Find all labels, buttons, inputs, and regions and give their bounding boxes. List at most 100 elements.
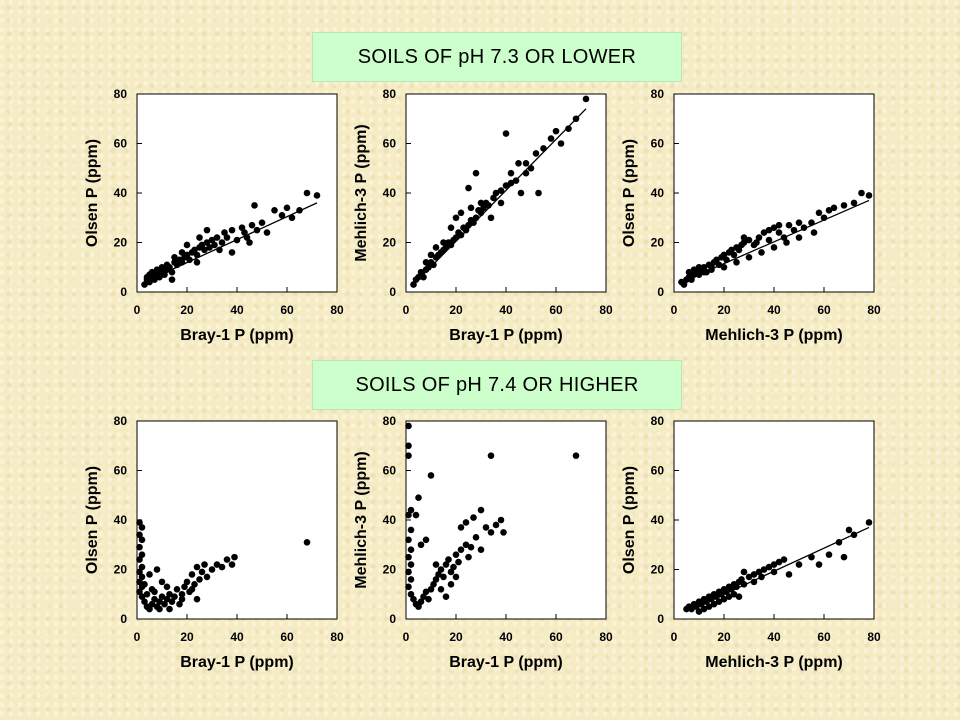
data-point [760, 229, 768, 236]
data-point [141, 581, 148, 588]
data-point [191, 581, 198, 588]
x-axis-label: Mehlich-3 P (ppm) [705, 327, 843, 344]
data-point [153, 266, 161, 274]
x-axis-label: Bray-1 P (ppm) [449, 327, 563, 344]
x-tick-label: 60 [280, 630, 294, 644]
data-point [211, 241, 218, 249]
data-point [198, 241, 206, 249]
data-point [725, 593, 733, 601]
data-point [412, 511, 420, 519]
data-point [430, 581, 437, 588]
data-point [552, 127, 560, 135]
data-point [228, 561, 236, 568]
data-point [445, 556, 452, 563]
data-point [740, 568, 748, 576]
data-point [191, 246, 198, 254]
data-point [173, 586, 181, 593]
data-point [695, 263, 703, 271]
y-tick-label: 80 [383, 87, 397, 101]
data-point [258, 219, 266, 226]
data-point [480, 204, 487, 212]
data-point [540, 145, 547, 152]
data-point [452, 573, 460, 581]
data-point [415, 603, 422, 610]
y-tick-label: 60 [383, 137, 397, 151]
x-tick-label: 80 [599, 303, 613, 317]
data-point [745, 573, 753, 581]
y-axis-label: Mehlich-3 P (ppm) [353, 451, 370, 589]
y-tick-label: 20 [383, 236, 397, 250]
data-point [437, 566, 445, 573]
data-point [502, 182, 510, 189]
y-axis-label: Olsen P (ppm) [84, 466, 101, 574]
data-point [785, 221, 793, 229]
data-point [680, 281, 688, 288]
data-point [407, 561, 415, 568]
data-point [730, 251, 738, 259]
y-tick-label: 60 [114, 464, 128, 478]
y-tick-label: 80 [383, 414, 397, 428]
data-point [223, 556, 231, 563]
x-tick-label: 0 [671, 630, 678, 644]
x-tick-label: 60 [280, 303, 294, 317]
data-point [163, 595, 171, 603]
data-point [522, 160, 530, 167]
data-point [435, 571, 442, 578]
data-point [153, 566, 161, 573]
data-point [825, 551, 833, 558]
data-point [795, 561, 803, 568]
data-point [218, 563, 226, 571]
data-point [840, 553, 848, 561]
data-point [138, 524, 146, 531]
data-point [143, 590, 151, 598]
data-point [136, 578, 143, 586]
data-point [141, 598, 148, 605]
data-point [783, 239, 790, 246]
data-point [472, 169, 480, 177]
data-point [497, 187, 505, 194]
x-tick-label: 60 [817, 630, 831, 644]
data-point [840, 202, 848, 209]
data-point [168, 598, 176, 605]
y-tick-label: 40 [383, 186, 397, 200]
y-tick-label: 80 [114, 87, 128, 101]
data-point [158, 263, 166, 271]
x-tick-label: 80 [867, 303, 881, 317]
data-point [208, 566, 216, 573]
data-point [203, 239, 211, 246]
y-tick-label: 0 [389, 285, 396, 299]
plot-area [673, 93, 875, 293]
x-tick-label: 20 [717, 630, 731, 644]
y-tick-label: 40 [114, 186, 128, 200]
data-point [730, 590, 738, 598]
y-tick-label: 80 [651, 414, 665, 428]
data-point [457, 209, 465, 217]
data-point [158, 578, 166, 586]
data-point [432, 576, 440, 583]
y-tick-label: 40 [651, 513, 665, 527]
y-tick-label: 60 [114, 137, 128, 151]
data-point [407, 526, 415, 534]
data-point [417, 268, 425, 276]
data-point [136, 588, 143, 596]
data-point [223, 234, 231, 241]
data-point [141, 281, 148, 288]
data-point [288, 214, 296, 222]
data-point [477, 199, 485, 207]
x-tick-label: 0 [134, 303, 141, 317]
data-point [405, 422, 412, 430]
plot-area [405, 420, 607, 620]
y-tick-label: 40 [383, 513, 397, 527]
data-point [582, 95, 590, 103]
data-point [515, 160, 522, 167]
data-point [196, 576, 203, 583]
x-tick-label: 40 [767, 303, 781, 317]
data-point [535, 189, 542, 197]
data-point [427, 472, 435, 479]
data-point [492, 189, 500, 197]
data-point [218, 239, 226, 246]
data-point [477, 506, 485, 514]
data-point [415, 494, 422, 502]
y-tick-label: 20 [651, 563, 665, 577]
trend-line [413, 108, 587, 286]
